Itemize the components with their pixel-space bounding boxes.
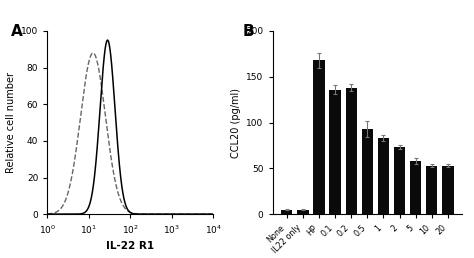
Bar [362,129,373,214]
Bar [281,209,292,214]
Bar [346,88,357,214]
Y-axis label: CCL20 (pg/ml): CCL20 (pg/ml) [231,87,241,158]
Bar [442,166,454,214]
Bar [394,147,405,214]
X-axis label: IL-22 R1: IL-22 R1 [106,241,155,251]
Bar [297,209,309,214]
Bar [426,166,438,214]
Y-axis label: Relative cell number: Relative cell number [6,72,16,173]
Text: A: A [11,24,23,39]
Bar [329,90,341,214]
Bar [378,138,389,214]
Text: B: B [242,24,254,39]
Bar [410,161,421,214]
Bar [313,60,325,214]
